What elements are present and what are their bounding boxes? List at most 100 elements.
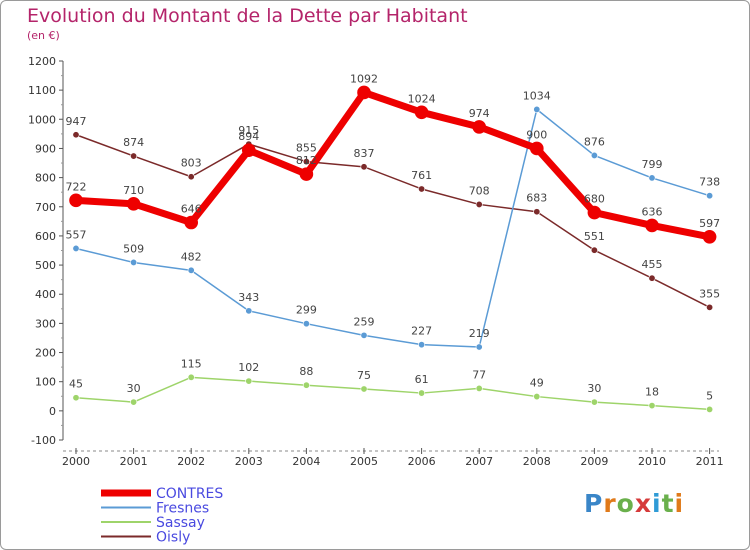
data-point-contres <box>69 193 83 208</box>
y-tick-label: 600 <box>35 230 56 243</box>
data-point-fresnes <box>245 307 253 315</box>
chart-subtitle: (en €) <box>27 29 60 42</box>
y-tick-label: 100 <box>35 376 56 389</box>
data-point-fresnes <box>706 192 714 200</box>
data-point-fresnes <box>187 266 195 274</box>
logo-letter: x <box>634 489 652 518</box>
data-point-fresnes <box>648 174 656 182</box>
data-label-contres: 722 <box>66 180 87 193</box>
data-label-fresnes: 876 <box>584 135 605 148</box>
chart-title: Evolution du Montant de la Dette par Hab… <box>27 5 468 27</box>
data-label-oisly: 947 <box>66 115 87 128</box>
data-point-sassay <box>72 394 80 402</box>
series-line-oisly <box>75 134 711 309</box>
data-point-contres <box>645 218 659 233</box>
data-label-sassay: 5 <box>706 389 713 402</box>
axes: -100 0 100 200 300 400 500 600 700 800 900 1000 1100… <box>28 55 724 468</box>
data-point-sassay <box>475 384 483 392</box>
data-label-sassay: 45 <box>69 378 83 391</box>
data-label-contres: 894 <box>238 130 259 143</box>
data-label-sassay: 18 <box>645 386 659 399</box>
data-label-fresnes: 738 <box>699 176 720 189</box>
data-label-contres: 900 <box>526 128 547 141</box>
data-point-oisly <box>360 163 368 171</box>
data-point-oisly <box>590 246 598 254</box>
data-point-fresnes <box>130 258 138 266</box>
x-tick-label: 2005 <box>350 455 378 468</box>
data-point-oisly <box>475 200 483 208</box>
data-point-contres <box>126 197 141 211</box>
data-point-sassay <box>648 402 656 410</box>
data-point-oisly <box>187 173 195 181</box>
y-tick-label: 400 <box>35 288 56 301</box>
x-tick-label: 2006 <box>408 455 436 468</box>
legend-label-oisly: Oisly <box>156 530 190 546</box>
logo-letter: r <box>603 489 617 518</box>
y-tick-label: 1200 <box>28 55 56 68</box>
data-point-oisly <box>418 185 426 193</box>
data-label-fresnes: 299 <box>296 304 317 317</box>
data-point-contres <box>242 143 256 158</box>
data-point-sassay <box>706 405 714 413</box>
data-point-fresnes <box>360 331 368 339</box>
data-label-contres: 1024 <box>408 92 436 105</box>
data-label-fresnes: 343 <box>238 291 259 304</box>
data-label-fresnes: 557 <box>66 228 87 241</box>
data-point-sassay <box>245 377 253 385</box>
data-label-contres: 597 <box>699 217 720 230</box>
x-tick-label: 2008 <box>523 455 551 468</box>
data-label-fresnes: 509 <box>123 242 144 255</box>
y-tick-label: 0 <box>49 405 56 418</box>
data-point-oisly <box>72 131 80 139</box>
logo-letter: i <box>674 489 685 518</box>
data-label-oisly: 803 <box>181 157 202 170</box>
data-point-sassay <box>302 381 310 389</box>
y-tick-label: 1000 <box>28 113 56 126</box>
data-label-oisly: 874 <box>123 136 144 149</box>
data-point-fresnes <box>72 244 80 252</box>
y-tick-label: 800 <box>35 172 56 185</box>
data-point-sassay <box>590 398 598 406</box>
x-tick-label: 2011 <box>696 455 724 468</box>
data-label-fresnes: 227 <box>411 325 432 338</box>
data-label-contres: 974 <box>469 107 490 120</box>
data-point-oisly <box>302 158 310 166</box>
y-tick-label: -100 <box>31 434 56 447</box>
x-tick-label: 2007 <box>465 455 493 468</box>
data-label-sassay: 61 <box>415 373 429 386</box>
data-label-sassay: 88 <box>299 365 313 378</box>
data-label-contres: 1092 <box>350 72 378 85</box>
data-label-sassay: 115 <box>181 357 202 370</box>
x-tick-label: 2009 <box>580 455 608 468</box>
data-label-fresnes: 259 <box>354 315 375 328</box>
data-point-sassay <box>187 373 195 381</box>
data-point-contres <box>357 85 371 100</box>
data-label-oisly: 761 <box>411 169 432 182</box>
data-point-contres <box>184 215 198 230</box>
x-tick-label: 2001 <box>120 455 148 468</box>
x-tick-label: 2004 <box>292 455 320 468</box>
data-label-fresnes: 799 <box>642 158 663 171</box>
data-label-oisly: 708 <box>469 184 490 197</box>
data-point-oisly <box>533 208 541 216</box>
data-label-contres: 812 <box>296 154 317 167</box>
data-label-sassay: 75 <box>357 369 371 382</box>
data-point-contres <box>587 205 602 220</box>
y-tick-label: 200 <box>35 347 56 360</box>
x-tick-label: 2010 <box>638 455 666 468</box>
data-point-fresnes <box>302 320 310 328</box>
data-point-sassay <box>418 389 426 397</box>
series-line-fresnes <box>75 108 711 348</box>
data-label-sassay: 102 <box>238 361 259 374</box>
data-point-fresnes <box>475 343 483 351</box>
y-tick-label: 700 <box>35 201 56 214</box>
series-line-sassay <box>75 376 711 411</box>
data-label-contres: 636 <box>642 205 663 218</box>
series-line-contres <box>72 88 714 241</box>
logo-letter: t <box>661 489 675 518</box>
data-label-fresnes: 482 <box>181 250 202 263</box>
data-label-contres: 710 <box>123 184 144 197</box>
